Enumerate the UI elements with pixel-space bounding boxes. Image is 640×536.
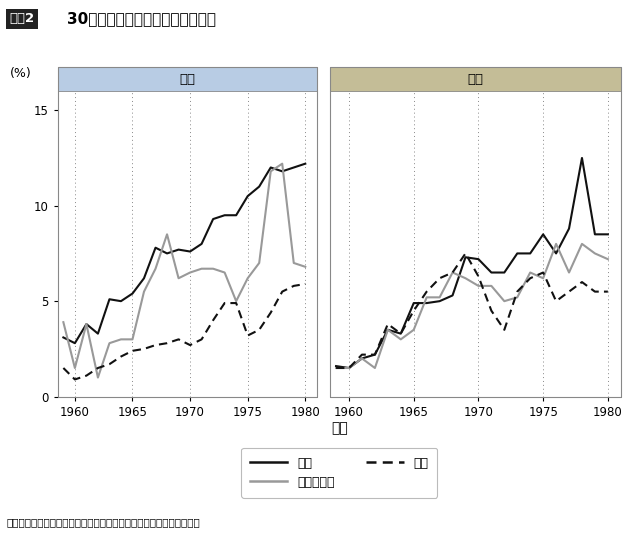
Text: 30代後半時点の生活不安定者割合: 30代後半時点の生活不安定者割合 <box>67 11 216 26</box>
Legend: 高卒, 短大高専卒, 大卒: 高卒, 短大高専卒, 大卒 <box>241 448 437 497</box>
Text: 生年: 生年 <box>331 421 348 435</box>
Text: 女性: 女性 <box>467 72 483 86</box>
Text: (%): (%) <box>10 67 31 80</box>
Text: （親と同居する未婚の不安定雇用・非就業者を生活不安定者と定義）: （親と同居する未婚の不安定雇用・非就業者を生活不安定者と定義） <box>6 517 200 527</box>
Text: 図表2: 図表2 <box>10 12 35 25</box>
Text: 男性: 男性 <box>179 72 195 86</box>
